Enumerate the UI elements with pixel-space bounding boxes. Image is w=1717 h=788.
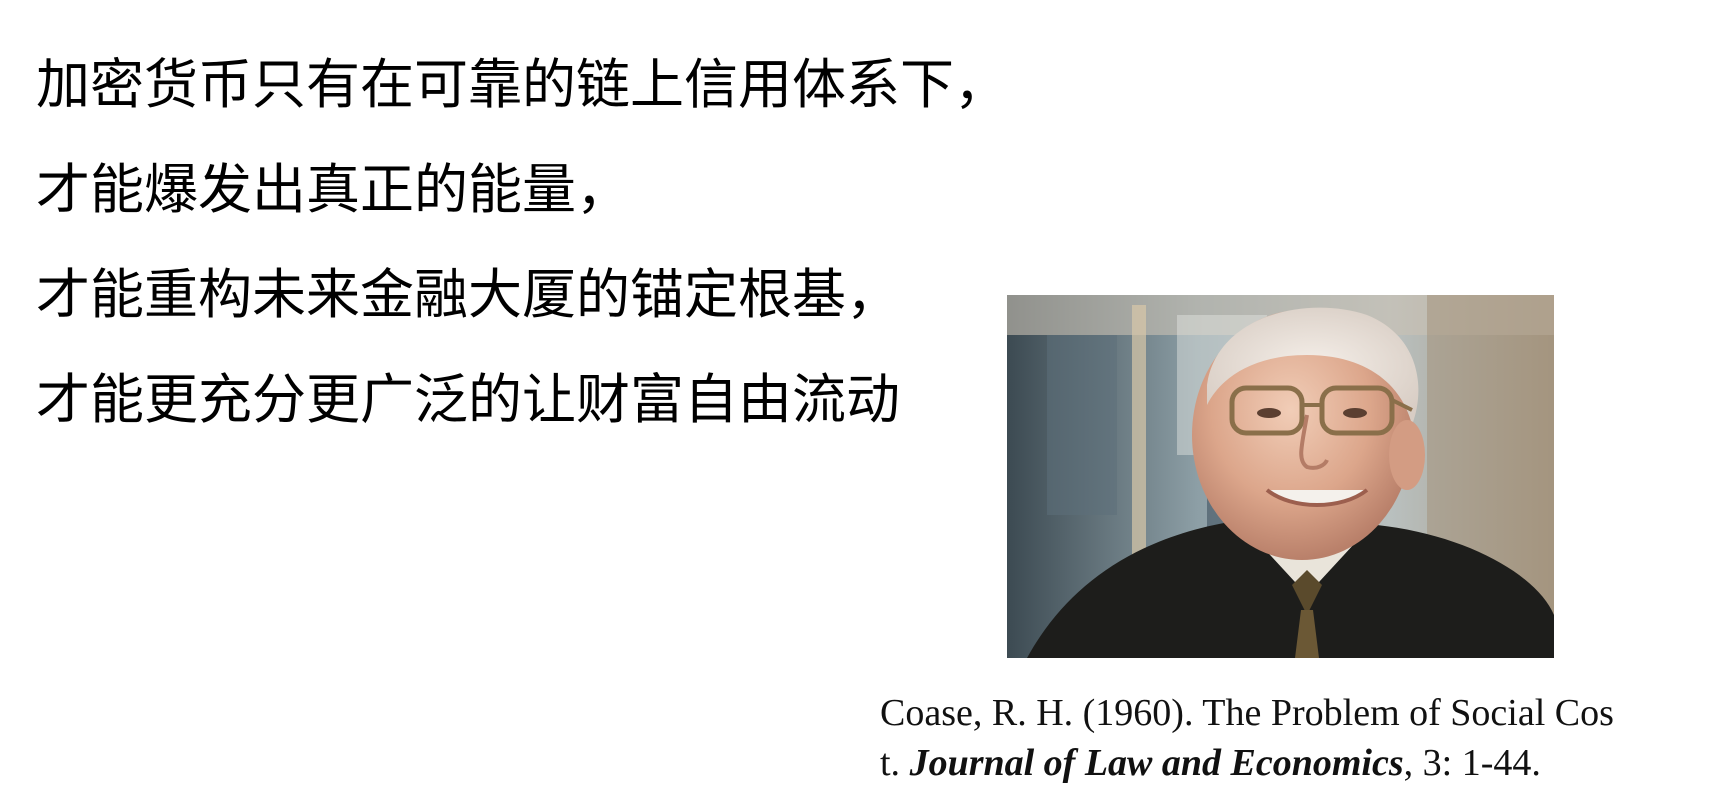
citation-journal-title: Journal of Law and Economics (909, 742, 1404, 784)
headline-line-1: 加密货币只有在可靠的链上信用体系下， (36, 53, 1008, 116)
headline-line-3: 才能重构未来金融大厦的锚定根基， (36, 263, 900, 326)
headline-line-4: 才能更充分更广泛的让财富自由流动 (36, 368, 900, 431)
portrait-photo (1007, 295, 1554, 658)
portrait-illustration (1007, 295, 1554, 658)
headline-text: 加密货币只有在可靠的链上信用体系下， 才能爆发出真正的能量， 才能重构未来金融大… (36, 32, 1008, 452)
citation-line-2: t. Journal of Law and Economics, 3: 1-44… (880, 738, 1680, 788)
citation-line-2-prefix: t. (880, 742, 910, 784)
citation-line-1: Coase, R. H. (1960). The Problem of Soci… (880, 692, 1614, 734)
headline-line-2: 才能爆发出真正的能量， (36, 158, 630, 221)
citation: Coase, R. H. (1960). The Problem of Soci… (880, 688, 1680, 788)
citation-line-2-suffix: , 3: 1-44. (1403, 742, 1541, 784)
